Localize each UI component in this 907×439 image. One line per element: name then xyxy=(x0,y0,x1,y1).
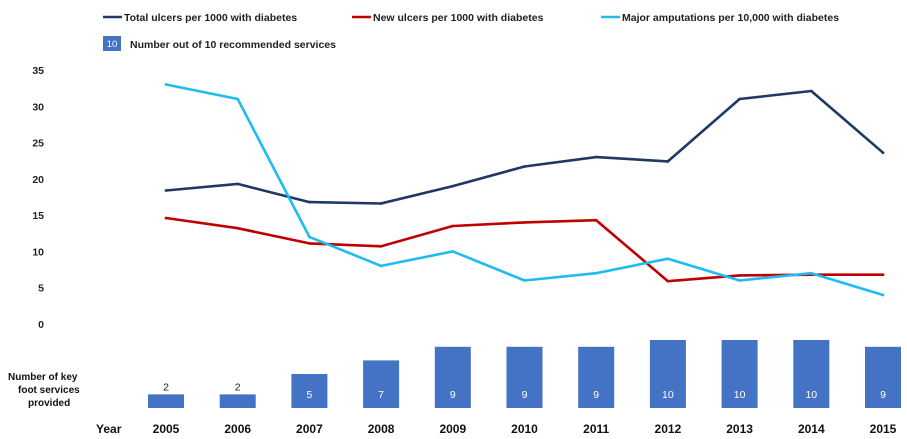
data-point-total-ulcers xyxy=(236,182,239,186)
services-bar xyxy=(291,374,328,408)
year-tick-label: 2011 xyxy=(583,422,609,436)
services-bar-value: 10 xyxy=(805,389,817,401)
data-point-new-ulcers xyxy=(236,226,239,230)
data-point-amputations xyxy=(308,235,311,239)
year-tick-label: 2007 xyxy=(296,422,323,436)
data-point-amputations xyxy=(236,97,239,101)
y-tick-label: 5 xyxy=(38,283,44,295)
services-bar-value: 10 xyxy=(734,389,746,401)
legend-label-total-ulcers: Total ulcers per 1000 with diabetes xyxy=(124,12,297,24)
legend-label-new-ulcers: New ulcers per 1000 with diabetes xyxy=(373,12,544,24)
plot-area xyxy=(164,83,885,297)
data-point-new-ulcers xyxy=(738,274,741,277)
data-point-new-ulcers xyxy=(164,216,168,220)
data-point-amputations xyxy=(523,279,526,282)
y-tick-label: 10 xyxy=(32,246,44,258)
data-point-new-ulcers xyxy=(881,273,885,276)
legend-swatch-services xyxy=(103,36,121,51)
data-point-total-ulcers xyxy=(810,89,813,93)
y-tick-label: 15 xyxy=(32,210,44,222)
services-bar-value: 7 xyxy=(378,389,384,401)
year-tick-label: 2005 xyxy=(153,422,180,436)
data-point-new-ulcers xyxy=(666,279,670,283)
y-axis-ticks: 0 5 10 15 20 25 30 35 xyxy=(32,65,44,331)
services-row-label: Number of key foot services provided xyxy=(8,372,80,409)
services-bar xyxy=(649,340,686,408)
services-bar-value: 9 xyxy=(593,389,599,401)
data-point-amputations xyxy=(666,257,670,260)
services-bar-value: 2 xyxy=(163,381,169,393)
services-label-line-2: foot services xyxy=(18,385,80,396)
data-point-new-ulcers xyxy=(594,218,598,222)
services-bar-value: 9 xyxy=(522,389,528,401)
data-point-new-ulcers xyxy=(379,245,383,248)
data-point-new-ulcers xyxy=(308,242,311,245)
data-point-total-ulcers xyxy=(164,189,168,192)
year-tick-label: 2012 xyxy=(655,422,682,436)
services-bar xyxy=(793,340,830,408)
data-point-amputations xyxy=(451,250,455,253)
legend: Total ulcers per 1000 with diabetes New … xyxy=(103,12,839,51)
data-point-total-ulcers xyxy=(451,184,455,188)
data-point-total-ulcers xyxy=(738,97,741,101)
services-label-line-3: provided xyxy=(28,398,70,409)
services-bar xyxy=(219,394,256,408)
data-point-amputations xyxy=(881,293,885,297)
year-tick-label: 2008 xyxy=(368,422,395,436)
year-axis-label: Year xyxy=(96,422,122,436)
legend-label-services: Number out of 10 recommended services xyxy=(130,39,336,51)
data-point-amputations xyxy=(594,271,598,275)
legend-item-new-ulcers: New ulcers per 1000 with diabetes xyxy=(352,12,544,24)
series-line-amputations xyxy=(164,83,885,297)
data-point-total-ulcers xyxy=(523,165,526,168)
services-bar xyxy=(721,340,758,408)
services-bar xyxy=(148,394,184,408)
data-point-new-ulcers xyxy=(523,221,526,224)
data-point-new-ulcers xyxy=(451,224,455,228)
services-bar-value: 2 xyxy=(235,381,241,393)
services-bar-value: 9 xyxy=(880,389,886,401)
y-tick-label: 20 xyxy=(32,174,44,186)
data-point-total-ulcers xyxy=(308,200,311,204)
year-tick-label: 2006 xyxy=(224,422,251,436)
data-point-amputations xyxy=(164,83,168,86)
services-bar xyxy=(578,346,615,408)
data-point-amputations xyxy=(810,271,813,275)
year-tick-label: 2013 xyxy=(726,422,753,436)
year-tick-label: 2014 xyxy=(798,422,825,436)
legend-label-amputations: Major amputations per 10,000 with diabet… xyxy=(622,12,839,24)
year-tick-label: 2010 xyxy=(511,422,538,436)
data-point-total-ulcers xyxy=(594,155,598,159)
services-bar xyxy=(363,360,400,408)
services-bar-value: 10 xyxy=(662,389,674,401)
services-bar-value: 9 xyxy=(450,389,456,401)
legend-item-total-ulcers: Total ulcers per 1000 with diabetes xyxy=(103,12,297,24)
data-point-amputations xyxy=(379,264,383,268)
data-point-total-ulcers xyxy=(379,202,383,205)
services-label-line-1: Number of key xyxy=(8,372,78,383)
services-bar xyxy=(434,346,471,408)
legend-item-amputations: Major amputations per 10,000 with diabet… xyxy=(601,12,839,24)
year-ticks: 2005 2006 2007 2008 2009 2010 2011 2012 2013 2014… xyxy=(153,422,897,436)
data-point-total-ulcers xyxy=(881,151,885,155)
legend-item-services: 10 Number out of 10 recommended services xyxy=(103,36,336,51)
services-bar-value: 5 xyxy=(306,389,312,401)
year-tick-label: 2009 xyxy=(439,422,466,436)
series-line-total-ulcers xyxy=(164,89,885,205)
data-point-total-ulcers xyxy=(666,160,670,163)
services-bars: 2 2 5 7 9 9 9 10 10 10 9 xyxy=(148,340,901,408)
series-line-new-ulcers xyxy=(164,216,885,283)
legend-swatch-services-text: 10 xyxy=(107,39,118,50)
y-tick-label: 35 xyxy=(32,65,44,77)
data-point-amputations xyxy=(738,279,741,282)
y-tick-label: 25 xyxy=(32,138,44,150)
services-bar xyxy=(865,346,901,408)
services-bar xyxy=(506,346,543,408)
year-tick-label: 2015 xyxy=(870,422,897,436)
y-tick-label: 30 xyxy=(32,101,44,113)
y-tick-label: 0 xyxy=(38,319,44,331)
